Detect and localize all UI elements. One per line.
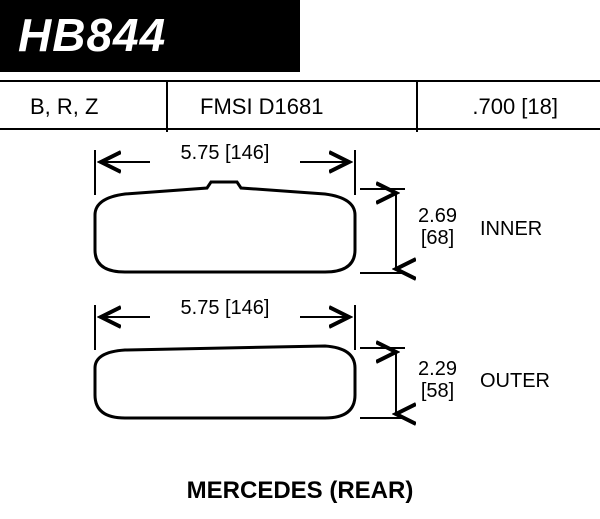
diagram-area: 5.75 [146] 2.69 [68] INNER 5.75 [146] <box>0 130 600 519</box>
part-number-text: HB844 <box>18 9 166 61</box>
spec-row: B, R, Z FMSI D1681 .700 [18] <box>0 80 600 130</box>
thickness-cell: .700 [18] <box>472 82 558 132</box>
thickness-text: .700 [18] <box>472 94 558 120</box>
divider-2 <box>416 82 418 132</box>
footer-label: MERCEDES (REAR) <box>0 477 600 505</box>
part-number-header: HB844 <box>0 0 300 72</box>
outer-pad-shape <box>85 340 365 430</box>
outer-height-label: 2.29 [58] <box>410 358 465 402</box>
outer-width-label: 5.75 [146] <box>150 297 300 320</box>
inner-pad-shape <box>85 180 365 285</box>
fmsi-cell: FMSI D1681 <box>200 82 324 132</box>
compounds-cell: B, R, Z <box>30 82 98 132</box>
diagram-container: HB844 B, R, Z FMSI D1681 .700 [18] 5.75 … <box>0 0 600 519</box>
inner-height-label: 2.69 [68] <box>410 205 465 249</box>
divider-1 <box>166 82 168 132</box>
outer-side-label: OUTER <box>480 370 550 393</box>
compounds-text: B, R, Z <box>30 94 98 120</box>
inner-width-label: 5.75 [146] <box>150 142 300 165</box>
inner-side-label: INNER <box>480 218 542 241</box>
fmsi-text: FMSI D1681 <box>200 94 324 120</box>
